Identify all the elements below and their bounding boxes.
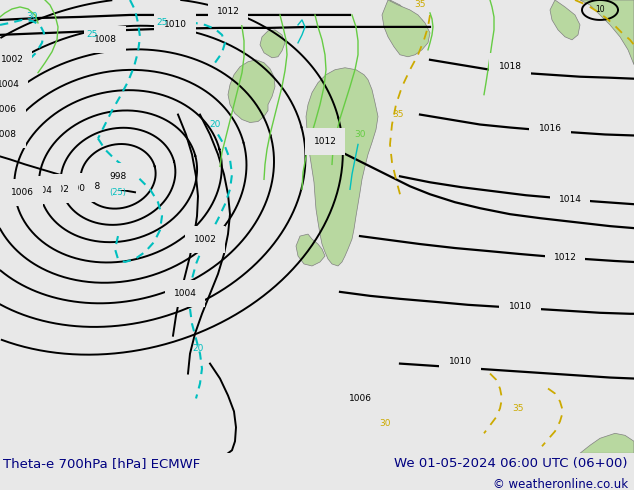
Text: 1006: 1006 <box>0 105 16 114</box>
Text: 1002: 1002 <box>193 235 216 244</box>
Text: 30: 30 <box>26 12 38 22</box>
Polygon shape <box>550 0 580 40</box>
Text: 35: 35 <box>414 0 426 9</box>
Text: 1000: 1000 <box>63 183 86 193</box>
Text: 1008: 1008 <box>0 130 16 139</box>
Polygon shape <box>388 0 425 43</box>
Polygon shape <box>580 433 634 453</box>
Text: 1010: 1010 <box>164 21 186 29</box>
Text: 1010: 1010 <box>508 302 531 311</box>
Text: 20: 20 <box>192 344 204 353</box>
Text: 1012: 1012 <box>314 137 337 146</box>
Text: 1004: 1004 <box>0 80 20 89</box>
Text: 1002: 1002 <box>46 185 69 194</box>
Text: 1010: 1010 <box>448 357 472 366</box>
Text: 1012: 1012 <box>217 7 240 17</box>
Text: 10: 10 <box>595 5 605 15</box>
Text: 30: 30 <box>354 130 366 139</box>
Text: 1008: 1008 <box>93 35 117 45</box>
Text: 1002: 1002 <box>1 55 23 64</box>
Polygon shape <box>306 68 378 266</box>
Text: © weatheronline.co.uk: © weatheronline.co.uk <box>493 478 628 490</box>
Polygon shape <box>296 234 325 266</box>
Text: 35: 35 <box>512 404 524 413</box>
Polygon shape <box>260 30 285 58</box>
Text: 25: 25 <box>86 30 98 39</box>
Text: 1004: 1004 <box>174 290 197 298</box>
Polygon shape <box>228 60 275 122</box>
Text: Theta-e 700hPa [hPa] ECMWF: Theta-e 700hPa [hPa] ECMWF <box>3 457 200 470</box>
Text: 1006: 1006 <box>349 394 372 403</box>
Text: (25): (25) <box>110 188 127 197</box>
Text: 1004: 1004 <box>30 186 53 196</box>
Text: 1014: 1014 <box>559 195 581 204</box>
Text: 35: 35 <box>392 110 404 119</box>
Text: 25: 25 <box>157 19 167 27</box>
Polygon shape <box>580 0 634 65</box>
Text: 1016: 1016 <box>538 124 562 133</box>
Text: 1018: 1018 <box>498 62 522 71</box>
Polygon shape <box>382 0 430 57</box>
Text: 20: 20 <box>209 120 221 129</box>
Text: 998: 998 <box>110 172 127 181</box>
Text: 998: 998 <box>84 182 101 191</box>
Text: We 01-05-2024 06:00 UTC (06+00): We 01-05-2024 06:00 UTC (06+00) <box>394 457 628 470</box>
Text: 30: 30 <box>379 419 391 428</box>
Text: 1012: 1012 <box>553 252 576 262</box>
Text: 1006: 1006 <box>11 188 34 197</box>
